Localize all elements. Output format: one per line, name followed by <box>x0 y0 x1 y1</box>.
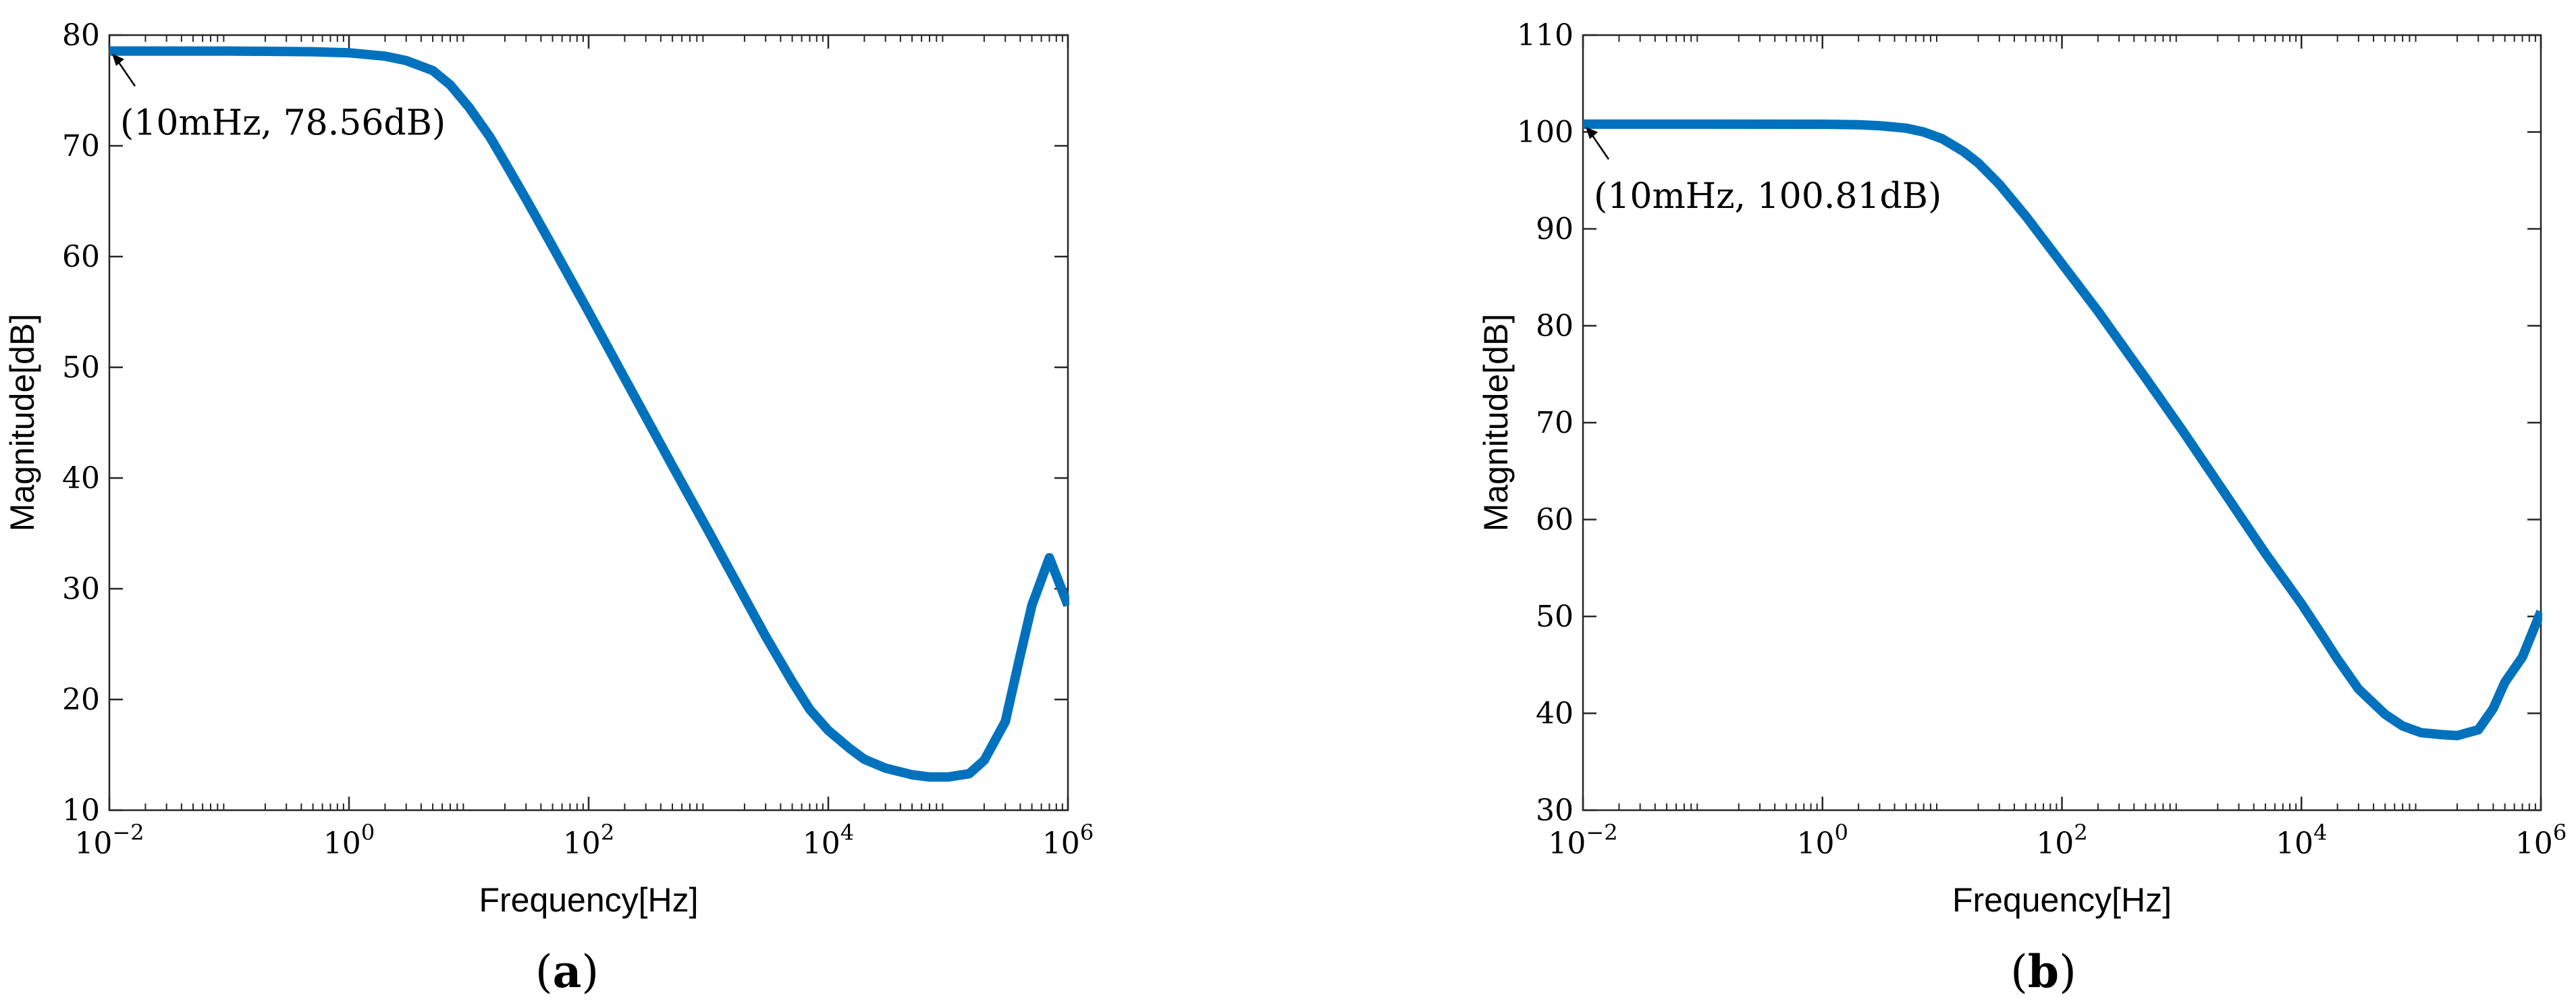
series-line <box>1583 119 2542 741</box>
x-tick-base: 10 <box>2276 826 2313 861</box>
x-tick-label: 100 <box>323 820 375 861</box>
x-tick-label: 10−2 <box>1548 820 1617 861</box>
x-tick-base: 10 <box>563 826 601 861</box>
y-tick-label: 90 <box>1536 212 1574 246</box>
y-tick-label: 70 <box>62 129 100 163</box>
y-tick-label: 50 <box>62 350 100 385</box>
panel-label-close: ) <box>2059 946 2076 998</box>
y-tick-label: 40 <box>62 461 100 496</box>
y-tick-label: 80 <box>1536 309 1574 344</box>
y-tick-label: 60 <box>62 240 100 274</box>
x-tick-base: 10 <box>1548 826 1586 861</box>
chart-panel-a: 10−2 100 102 104 1061020304050607080Frequenc… <box>3 18 1094 998</box>
x-tick-exponent: 4 <box>840 820 854 845</box>
x-tick-label: 106 <box>1042 820 1094 861</box>
panel-label-open: ( <box>2010 946 2028 998</box>
annotation-arrow-head <box>112 53 124 66</box>
x-tick-exponent: −2 <box>1586 820 1617 845</box>
x-tick-base: 10 <box>803 826 840 861</box>
y-axis-label: Magnitude[dB] <box>1477 314 1515 531</box>
x-axis-label: Frequency[Hz] <box>479 881 698 919</box>
annotation-arrow-head <box>1586 126 1598 139</box>
x-tick-exponent: 0 <box>1835 820 1848 845</box>
y-tick-label: 30 <box>62 572 100 606</box>
panel-label-open: ( <box>535 946 553 998</box>
y-tick-label: 80 <box>62 18 100 53</box>
annotation-label: (10mHz, 100.81dB) <box>1594 176 1941 217</box>
x-tick-exponent: −2 <box>112 820 144 845</box>
x-tick-base: 10 <box>74 826 112 861</box>
x-tick-base: 10 <box>2515 826 2553 861</box>
x-tick-exponent: 2 <box>601 820 614 845</box>
plot-frame <box>108 34 1069 812</box>
y-tick-label: 20 <box>62 683 100 717</box>
x-tick-label: 100 <box>1797 820 1848 861</box>
x-axis-label: Frequency[Hz] <box>1952 881 2172 919</box>
y-tick-label: 110 <box>1517 18 1574 53</box>
x-tick-exponent: 4 <box>2313 820 2327 845</box>
y-tick-label: 60 <box>1536 503 1574 537</box>
x-tick-label: 10−2 <box>74 820 144 861</box>
x-tick-exponent: 6 <box>1080 820 1094 845</box>
y-tick-label: 50 <box>1536 600 1574 634</box>
plot-frame <box>1582 34 2542 812</box>
panel-label-close: ) <box>581 946 599 998</box>
y-tick-label: 40 <box>1536 697 1574 731</box>
x-tick-exponent: 6 <box>2553 820 2567 845</box>
x-tick-label: 102 <box>563 820 614 861</box>
series-line <box>109 46 1069 782</box>
x-tick-exponent: 0 <box>361 820 375 845</box>
x-tick-base: 10 <box>1042 826 1080 861</box>
x-tick-base: 10 <box>2036 826 2074 861</box>
y-axis-label: Magnitude[dB] <box>3 314 41 531</box>
y-tick-label: 30 <box>1536 793 1574 828</box>
x-tick-label: 106 <box>2515 820 2567 861</box>
y-tick-label: 100 <box>1517 115 1574 150</box>
annotation-label: (10mHz, 78.56dB) <box>120 103 446 144</box>
panel-label: (b) <box>2010 945 2076 998</box>
panel-label-letter: b <box>2028 945 2059 998</box>
annotation-arrow-shaft <box>116 59 136 87</box>
panel-label: (a) <box>535 945 599 998</box>
x-tick-exponent: 2 <box>2074 820 2087 845</box>
panel-label-letter: a <box>553 945 582 998</box>
x-tick-base: 10 <box>323 826 361 861</box>
chart-panel-b: 10−2 100 102 104 10630405060708090100110Freq… <box>1477 18 2567 998</box>
y-tick-label: 70 <box>1536 406 1574 440</box>
x-tick-label: 104 <box>2276 820 2327 861</box>
x-tick-label: 102 <box>2036 820 2087 861</box>
x-tick-base: 10 <box>1797 826 1835 861</box>
y-tick-label: 10 <box>62 793 100 828</box>
annotation-arrow-shaft <box>1590 133 1610 160</box>
x-tick-label: 104 <box>803 820 854 861</box>
